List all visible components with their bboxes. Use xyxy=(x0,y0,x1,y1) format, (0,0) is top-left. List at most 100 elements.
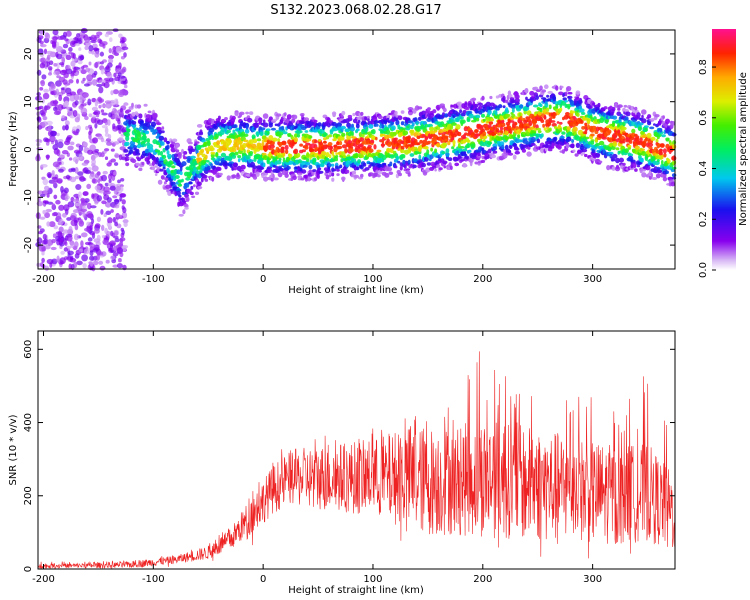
spectrogram-noise-mark xyxy=(60,186,64,193)
spectrogram-noise-mark xyxy=(78,105,84,110)
spectrogram-ridge-mark xyxy=(557,144,562,150)
spectrogram-noise-mark xyxy=(46,258,54,265)
spectrogram-ridge-mark xyxy=(575,90,581,95)
spectrogram-ridge-mark xyxy=(125,109,132,113)
spectrogram-noise-mark xyxy=(91,79,98,86)
spectrogram-noise-mark xyxy=(64,38,69,42)
spectrogram-noise-mark xyxy=(96,83,103,87)
spectrogram-ridge-mark xyxy=(641,114,644,119)
spectrogram-noise-mark xyxy=(41,98,45,104)
spectrogram-ridge-mark xyxy=(537,130,542,134)
spectrogram-noise-mark xyxy=(108,58,114,64)
spectrogram-ridge-mark xyxy=(548,127,552,132)
spectrogram-ridge-mark xyxy=(388,171,393,175)
spectrogram-noise-mark xyxy=(39,87,44,91)
spectrogram-noise-mark xyxy=(112,114,119,119)
spectrogram-ridge-mark xyxy=(190,148,196,152)
spectrogram-noise-mark xyxy=(86,74,93,82)
spectrogram-ridge-mark xyxy=(286,118,290,124)
spectrogram-ridge-mark xyxy=(251,134,256,140)
spectrogram-ridge-mark xyxy=(275,160,282,165)
spectrogram-ridge-mark xyxy=(262,119,266,124)
spectrogram-ridge-mark xyxy=(521,148,527,153)
spectrogram-ridge-mark xyxy=(578,99,583,104)
spectrogram-ridge-mark xyxy=(308,164,313,170)
colorbar-tick-label: 0.0 xyxy=(698,262,709,278)
spectrogram-noise-mark xyxy=(123,221,128,228)
spectrogram-noise-mark xyxy=(72,110,78,117)
spectrogram-ridge-mark xyxy=(559,135,565,139)
spectrogram-noise-mark xyxy=(100,109,105,113)
spectrogram-ridge-mark xyxy=(259,131,264,137)
spectrogram-noise-mark xyxy=(98,151,102,158)
spectrogram-ridge-mark xyxy=(265,142,269,147)
spectrogram-ridge-mark xyxy=(492,146,497,151)
spectrogram-ridge-mark xyxy=(438,129,444,134)
spectrogram-ridge-mark xyxy=(259,166,265,170)
spectrogram-ridge-mark xyxy=(452,139,456,145)
spectrogram-ridge-mark xyxy=(641,118,647,124)
spectrogram-ridge-mark xyxy=(525,96,528,101)
spectrogram-ridge-mark xyxy=(631,128,636,134)
spectrogram-noise-mark xyxy=(90,40,97,44)
spectrogram-ridge-mark xyxy=(657,170,662,174)
spectrogram-ridge-mark xyxy=(350,126,355,132)
spectrogram-noise-mark xyxy=(47,201,54,205)
spectrogram-noise-mark xyxy=(94,123,98,129)
spectrogram-noise-mark xyxy=(51,179,57,185)
spectrogram-ridge-mark xyxy=(353,174,360,179)
spectrogram-ridge-mark xyxy=(595,153,600,158)
spectrogram-ridge-mark xyxy=(515,147,520,151)
spectrogram-ridge-mark xyxy=(667,158,671,164)
snr-x-tick-label: -200 xyxy=(32,574,55,585)
spectrogram-noise-mark xyxy=(84,45,89,51)
snr-frame xyxy=(37,330,676,570)
spectrogram-noise-mark xyxy=(81,232,88,238)
spectrogram-ridge-mark xyxy=(231,148,237,153)
colorbar: 0.0 0.2 0.4 0.6 0.8 Normalized spectral ampl… xyxy=(698,29,749,278)
spectrogram-ridge-mark xyxy=(609,105,613,109)
spectrogram-ridge-mark xyxy=(477,152,481,156)
spectrogram-ridge-mark xyxy=(272,118,278,122)
spectrogram-noise-mark xyxy=(68,263,72,270)
spectrogram-ridge-mark xyxy=(270,127,277,131)
spectrogram-ridge-mark xyxy=(195,170,201,175)
spectrogram-ridge-mark xyxy=(518,112,522,117)
spectrogram-ridge-mark xyxy=(293,133,298,138)
spectrogram-ridge-mark xyxy=(474,103,479,108)
spectrogram-ridge-mark xyxy=(125,162,130,167)
spectrogram-ridge-mark xyxy=(574,153,579,157)
spectrogram-ridge-mark xyxy=(137,157,141,162)
spectrogram-ridge-mark xyxy=(239,140,242,146)
spectrogram-ridge-mark xyxy=(266,130,270,135)
spectrogram-noise-mark xyxy=(55,80,62,87)
spectrogram-noise-mark xyxy=(88,45,94,52)
spectrogram-noise-mark xyxy=(72,130,79,135)
spectrogram-ridge-mark xyxy=(231,115,236,121)
spectrogram-noise-mark xyxy=(86,221,91,227)
spectrogram-noise-mark xyxy=(78,47,82,51)
spectrogram-ridge-mark xyxy=(558,124,561,128)
spectrogram-ridge-mark xyxy=(590,117,595,122)
spectrogram-noise-mark xyxy=(53,110,61,116)
spectrogram-noise-mark xyxy=(100,61,104,65)
spectrogram-noise-mark xyxy=(82,77,86,82)
spectrogram-ridge-mark xyxy=(187,141,193,145)
spectrogram-noise-mark xyxy=(110,148,115,152)
spectrogram-noise-mark xyxy=(57,36,64,40)
spectrogram-ridge-mark xyxy=(336,141,340,146)
spectrogram-ridge-mark xyxy=(585,136,590,140)
spectrogram-ridge-mark xyxy=(242,142,247,149)
spectrogram-ridge-mark xyxy=(126,129,131,133)
spectrogram-ridge-mark xyxy=(502,105,506,109)
spectrogram-ridge-mark xyxy=(532,122,537,128)
spectrogram-ridge-mark xyxy=(167,153,172,159)
spectrogram-ridge-mark xyxy=(385,129,391,135)
spectrogram-ridge-mark xyxy=(365,126,369,132)
spectrogram-ridge-mark xyxy=(526,151,532,157)
spectrogram-ridge-mark xyxy=(323,140,327,144)
spectrogram-ridge-mark xyxy=(564,91,568,97)
spectrogram-ridge-mark xyxy=(258,170,262,173)
spectrogram-noise-mark xyxy=(87,213,93,219)
spectrogram-ridge-mark xyxy=(314,177,318,181)
